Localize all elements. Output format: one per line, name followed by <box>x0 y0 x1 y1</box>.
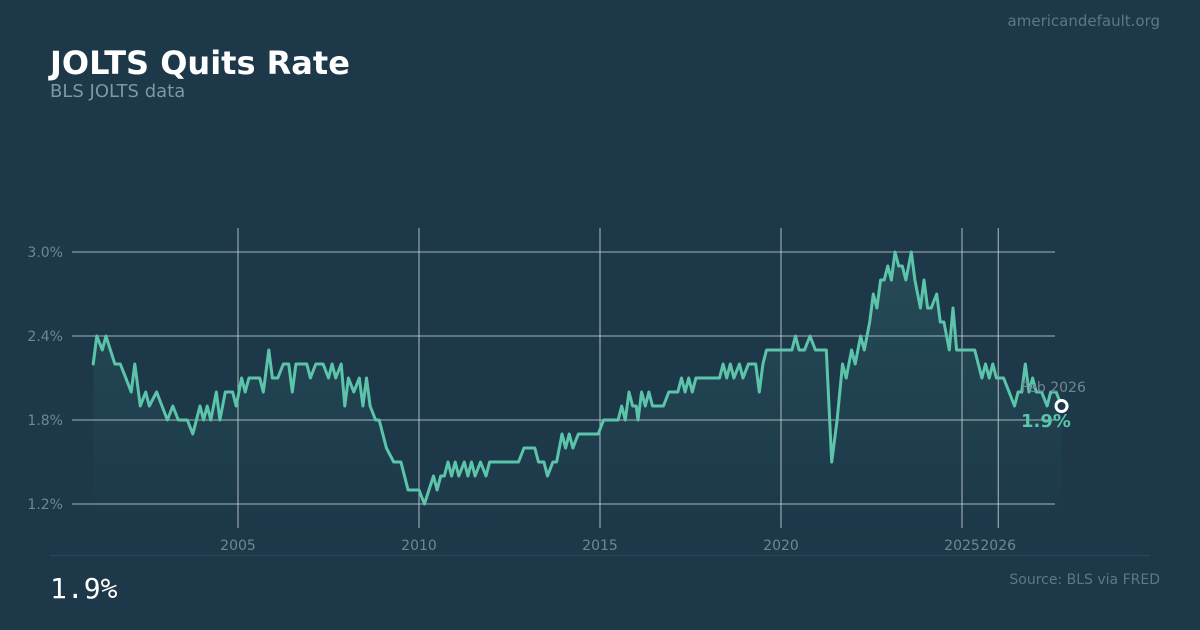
x-tick-label: 2026 <box>980 538 1016 554</box>
page-subtitle: BLS JOLTS data <box>50 81 186 102</box>
y-tick-label: 1.2% <box>27 497 63 513</box>
source-note: Source: BLS via FRED <box>1009 572 1160 588</box>
site-attribution: americandefault.org <box>1007 12 1160 30</box>
y-tick-label: 1.8% <box>27 413 63 429</box>
series-line <box>91 250 1064 506</box>
y-tick-label: 3.0% <box>27 245 63 261</box>
series-area-fill <box>93 252 1062 532</box>
page-title: JOLTS Quits Rate <box>50 44 350 82</box>
latest-point-date: Feb 2026 <box>1021 380 1086 396</box>
x-tick-label: 2010 <box>401 538 437 554</box>
latest-point-value: 1.9% <box>1021 411 1071 432</box>
latest-value-readout: 1.9% <box>50 572 118 605</box>
x-tick-label: 2005 <box>220 538 256 554</box>
y-tick-label: 2.4% <box>27 329 63 345</box>
x-tick-label: 2015 <box>582 538 618 554</box>
x-tick-label: 2025 <box>944 538 980 554</box>
x-tick-label: 2020 <box>763 538 799 554</box>
footer-divider <box>50 555 1150 556</box>
quits-rate-line-chart: 1.2% 1.8% 2.4% 3.0% 2005 2010 2015 2020 2025 2026… <box>27 228 1086 554</box>
latest-point-marker <box>1054 399 1069 413</box>
